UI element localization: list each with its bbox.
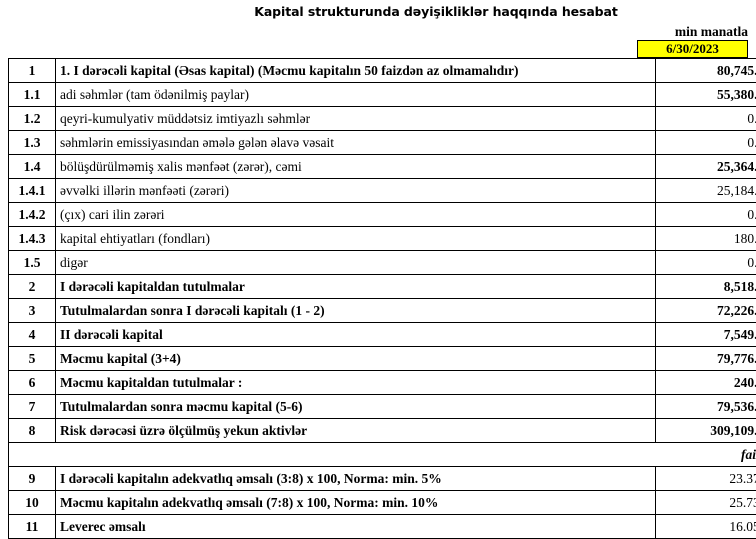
- row-label-cell: II dərəcəli kapital: [56, 323, 656, 347]
- row-value-cell: 23.37%: [656, 467, 756, 491]
- row-label-cell: Tutulmalardan sonra məcmu kapital (5-6): [56, 395, 656, 419]
- row-value-cell: 25,184.56: [656, 179, 756, 203]
- row-label-cell: digər: [56, 251, 656, 275]
- percent-unit-label: faizlə: [9, 443, 756, 467]
- row-value-cell: 16.05%: [656, 515, 756, 539]
- row-value-cell: 0.00: [656, 131, 756, 155]
- row-number-cell: 8: [9, 419, 56, 443]
- row-number-cell: 1.4.2: [9, 203, 56, 227]
- percent-unit-divider-row: faizlə: [9, 443, 756, 467]
- row-label-cell: Tutulmalardan sonra I dərəcəli kapitalı …: [56, 299, 656, 323]
- row-number-cell: 1.4.1: [9, 179, 56, 203]
- row-value-cell: 79,776.73: [656, 347, 756, 371]
- table-row: 2I dərəcəli kapitaldan tutulmalar8,518.3…: [9, 275, 756, 299]
- row-label-cell: əvvəlki illərin mənfəəti (zərəri): [56, 179, 656, 203]
- page-title: Kapital strukturunda dəyişikliklər haqqı…: [0, 4, 756, 19]
- period-header-cell: 6/30/2023: [637, 40, 748, 58]
- row-value-cell: 180.00: [656, 227, 756, 251]
- row-label-cell: 1. I dərəcəli kapital (Əsas kapital) (Mə…: [56, 59, 656, 83]
- row-number-cell: 10: [9, 491, 56, 515]
- row-number-cell: 2: [9, 275, 56, 299]
- row-number-cell: 11: [9, 515, 56, 539]
- row-number-cell: 1.5: [9, 251, 56, 275]
- row-number-cell: 3: [9, 299, 56, 323]
- row-value-cell: 25,364.56: [656, 155, 756, 179]
- row-value-cell: 0.00: [656, 203, 756, 227]
- row-label-cell: adi səhmlər (tam ödənilmiş paylar): [56, 83, 656, 107]
- row-value-cell: 25.73%: [656, 491, 756, 515]
- currency-unit-label: min manatla: [508, 24, 748, 40]
- row-value-cell: 8,518.31: [656, 275, 756, 299]
- row-number-cell: 5: [9, 347, 56, 371]
- row-label-cell: bölüşdürülməmiş xalis mənfəət (zərər), c…: [56, 155, 656, 179]
- row-value-cell: 7,549.77: [656, 323, 756, 347]
- row-value-cell: 72,226.96: [656, 299, 756, 323]
- page-title-text: Kapital strukturunda dəyişikliklər haqqı…: [254, 4, 617, 19]
- row-value-cell: 55,380.70: [656, 83, 756, 107]
- row-number-cell: 1.1: [9, 83, 56, 107]
- row-number-cell: 1: [9, 59, 56, 83]
- row-number-cell: 1.4: [9, 155, 56, 179]
- row-number-cell: 6: [9, 371, 56, 395]
- row-value-cell: 79,536.73: [656, 395, 756, 419]
- row-number-cell: 1.3: [9, 131, 56, 155]
- row-label-cell: səhmlərin emissiyasından əmələ gələn əla…: [56, 131, 656, 155]
- row-label-cell: I dərəcəli kapitalın adekvatlıq əmsalı (…: [56, 467, 656, 491]
- row-label-cell: Məcmu kapitaldan tutulmalar :: [56, 371, 656, 395]
- row-label-cell: Məcmu kapital (3+4): [56, 347, 656, 371]
- row-value-cell: 0.00: [656, 107, 756, 131]
- row-number-cell: 1.4.3: [9, 227, 56, 251]
- row-label-cell: (çıx) cari ilin zərəri: [56, 203, 656, 227]
- row-number-cell: 4: [9, 323, 56, 347]
- row-value-cell: 240.00: [656, 371, 756, 395]
- row-label-cell: I dərəcəli kapitaldan tutulmalar: [56, 275, 656, 299]
- row-label-cell: Məcmu kapitalın adekvatlıq əmsalı (7:8) …: [56, 491, 656, 515]
- row-number-cell: 1.2: [9, 107, 56, 131]
- row-label-cell: qeyri-kumulyativ müddətsiz imtiyazlı səh…: [56, 107, 656, 131]
- row-value-cell: 80,745.27: [656, 59, 756, 83]
- row-label-cell: kapital ehtiyatları (fondları): [56, 227, 656, 251]
- row-value-cell: 309,109.77: [656, 419, 756, 443]
- row-label-cell: Risk dərəcəsi üzrə ölçülmüş yekun aktivl…: [56, 419, 656, 443]
- row-value-cell: 0.00: [656, 251, 756, 275]
- row-label-cell: Leverec əmsalı: [56, 515, 656, 539]
- row-number-cell: 7: [9, 395, 56, 419]
- row-number-cell: 9: [9, 467, 56, 491]
